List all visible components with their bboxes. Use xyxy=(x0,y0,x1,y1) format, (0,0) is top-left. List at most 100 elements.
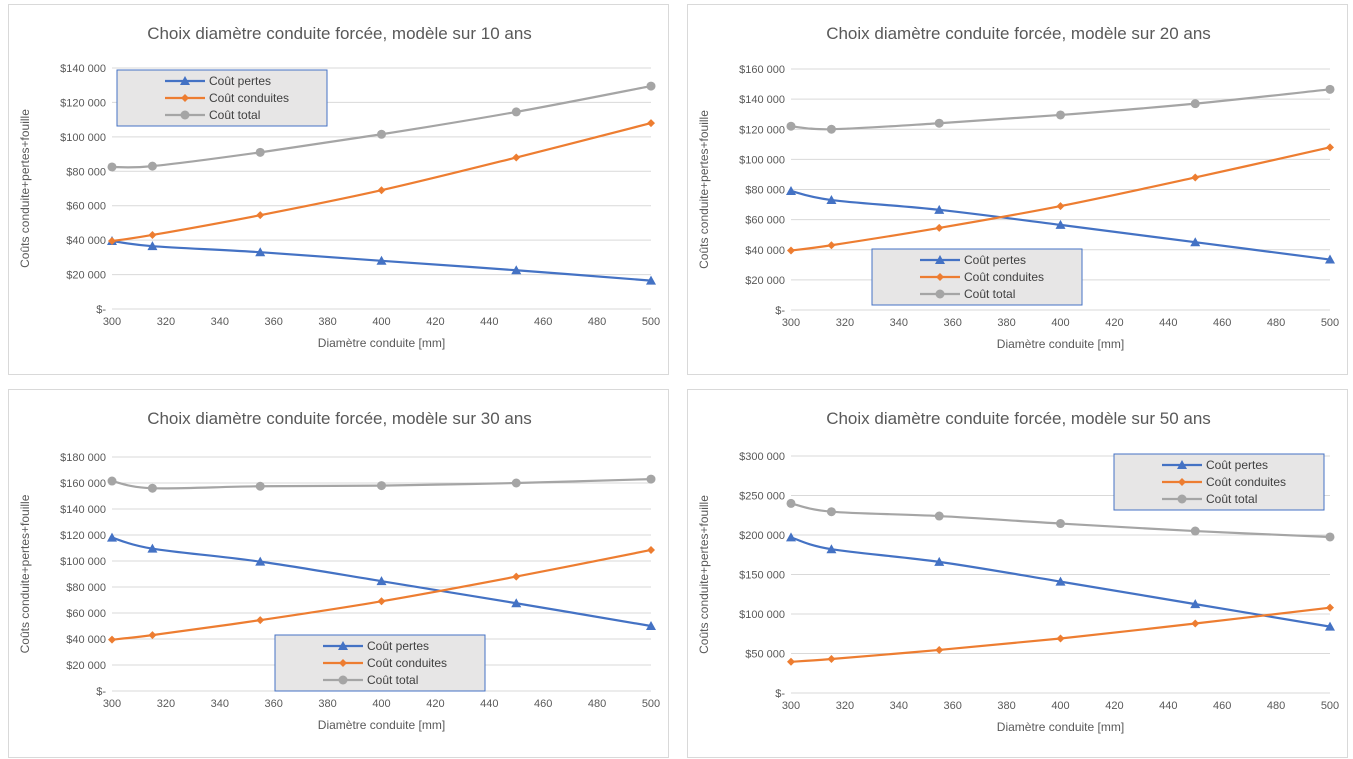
data-point xyxy=(511,598,522,608)
x-tick-label: 380 xyxy=(997,317,1015,329)
data-point xyxy=(147,483,157,493)
x-tick-label: 500 xyxy=(1321,317,1339,329)
series-line xyxy=(111,548,652,641)
x-tick-label: 500 xyxy=(642,316,660,328)
series-total xyxy=(786,498,1335,542)
x-tick-label: 440 xyxy=(480,316,498,328)
chart-title: Choix diamètre conduite forcée, modèle s… xyxy=(147,409,532,428)
y-tick-label: $180 000 xyxy=(60,452,106,464)
x-tick-label: 500 xyxy=(642,698,660,710)
data-point xyxy=(1190,99,1200,109)
series-pertes xyxy=(786,532,1335,631)
data-point xyxy=(1325,621,1335,631)
x-tick-label: 300 xyxy=(103,316,121,328)
data-point xyxy=(1326,603,1334,612)
legend-marker xyxy=(338,641,348,650)
y-axis-label: Coûts conduite+pertes+fouille xyxy=(697,495,711,654)
y-tick-label: $40 000 xyxy=(745,245,785,257)
x-tick-label: 380 xyxy=(318,316,336,328)
data-point xyxy=(826,544,837,554)
data-point xyxy=(827,241,836,250)
legend-label: Coût conduites xyxy=(367,656,447,670)
legend-label: Coût pertes xyxy=(367,639,429,653)
x-tick-label: 420 xyxy=(426,698,444,710)
x-tick-label: 320 xyxy=(157,316,175,328)
data-point xyxy=(107,162,117,172)
legend-marker xyxy=(935,289,945,299)
data-point xyxy=(376,255,387,265)
y-tick-label: $140 000 xyxy=(739,94,785,106)
data-point xyxy=(1055,576,1066,586)
x-tick-label: 380 xyxy=(997,700,1015,712)
series-pertes xyxy=(107,532,656,630)
y-tick-label: $- xyxy=(96,686,106,698)
x-tick-label: 380 xyxy=(318,698,336,710)
data-point xyxy=(255,147,265,157)
x-tick-label: 460 xyxy=(1213,317,1231,329)
data-point xyxy=(255,247,266,257)
legend: Coût pertes Coût conduites Coût total xyxy=(116,69,328,127)
y-tick-label: $100 000 xyxy=(739,609,785,621)
x-tick-label: 460 xyxy=(1213,700,1231,712)
legend-marker xyxy=(1177,460,1187,469)
y-axis-label: Coûts conduite+pertes+fouille xyxy=(18,109,32,268)
data-point xyxy=(647,119,655,128)
x-tick-label: 460 xyxy=(534,698,552,710)
legend: Coût pertes Coût conduites Coût total xyxy=(274,634,486,692)
y-tick-label: $200 000 xyxy=(739,530,785,542)
chart-panel-20-ans: Choix diamètre conduite forcée, modèle s… xyxy=(687,4,1348,375)
data-point xyxy=(107,476,117,486)
legend-label: Coût conduites xyxy=(1206,475,1286,489)
y-tick-label: $40 000 xyxy=(66,235,106,247)
y-tick-label: $40 000 xyxy=(66,634,106,646)
data-point xyxy=(646,81,656,91)
y-tick-label: $20 000 xyxy=(66,660,106,672)
y-tick-label: $- xyxy=(96,304,106,316)
data-point xyxy=(1325,254,1335,264)
data-point xyxy=(1190,237,1201,247)
x-tick-label: 400 xyxy=(372,698,390,710)
data-point xyxy=(147,543,158,553)
x-tick-label: 440 xyxy=(1159,700,1177,712)
legend: Coût pertes Coût conduites Coût total xyxy=(871,248,1083,306)
legend: Coût pertes Coût conduites Coût total xyxy=(1113,453,1325,511)
legend-label: Coût conduites xyxy=(964,270,1044,284)
data-point xyxy=(786,121,796,131)
chart-panel-30-ans: Choix diamètre conduite forcée, modèle s… xyxy=(8,389,669,758)
data-point xyxy=(148,631,157,640)
series-conduites xyxy=(108,119,655,246)
x-tick-label: 300 xyxy=(782,700,800,712)
data-point xyxy=(1056,110,1065,120)
chart-panel-10-ans: Choix diamètre conduite forcée, modèle s… xyxy=(8,4,669,375)
chart-title: Choix diamètre conduite forcée, modèle s… xyxy=(826,24,1211,43)
y-tick-label: $100 000 xyxy=(739,154,785,166)
x-tick-label: 460 xyxy=(534,316,552,328)
data-point xyxy=(826,195,837,205)
y-tick-label: $80 000 xyxy=(66,582,106,594)
x-tick-label: 420 xyxy=(1105,317,1123,329)
series-line xyxy=(790,146,1331,252)
data-point xyxy=(934,118,944,128)
data-point xyxy=(511,478,521,488)
legend-marker xyxy=(935,255,945,264)
y-tick-label: $120 000 xyxy=(60,530,106,542)
data-point xyxy=(255,481,265,491)
x-tick-label: 320 xyxy=(836,700,854,712)
data-point xyxy=(1190,599,1201,609)
data-point xyxy=(256,616,265,625)
data-point xyxy=(107,532,117,542)
legend-box xyxy=(871,248,1083,306)
y-tick-label: $120 000 xyxy=(739,124,785,136)
data-point xyxy=(787,246,795,255)
x-tick-label: 500 xyxy=(1321,700,1339,712)
legend-label: Coût total xyxy=(209,108,260,122)
data-point xyxy=(647,545,655,554)
legend-marker xyxy=(936,273,944,281)
data-point xyxy=(377,129,386,139)
y-tick-label: $60 000 xyxy=(745,215,785,227)
y-axis-label: Coûts conduite+pertes+fouille xyxy=(697,110,711,269)
data-point xyxy=(377,186,386,195)
legend-label: Coût pertes xyxy=(1206,458,1268,472)
line-chart: Choix diamètre conduite forcée, modèle s… xyxy=(697,24,1339,351)
x-tick-label: 480 xyxy=(1267,317,1285,329)
